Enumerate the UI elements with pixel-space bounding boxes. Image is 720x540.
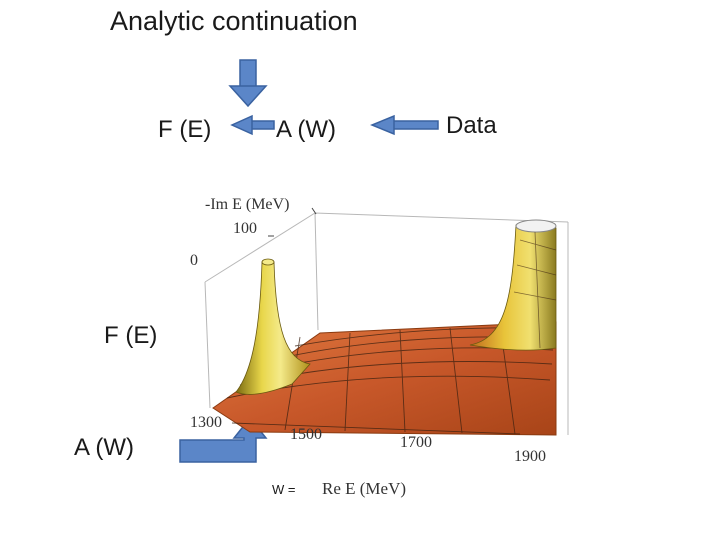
left-label-a-w: A (W) [74,434,134,461]
flow-label-data: Data [446,112,497,139]
x-tick-label: 1500 [290,426,322,443]
arrow-left-icon [370,114,439,136]
z-axis-ticks [268,207,317,237]
x-tick-label: 1300 [190,414,222,431]
flow-label-f-e: F (E) [158,116,212,143]
resonance-peak-left [235,261,311,395]
left-label-f-e: F (E) [104,322,158,349]
peak-left-top [261,258,275,266]
x-tick-label: 1900 [514,448,546,465]
flow-label-a-w: A (W) [276,116,336,143]
x-axis-label: Re E (MeV) [322,479,407,498]
z-tick-label: 100 [233,220,257,237]
x-tick-label: 1700 [400,434,432,451]
w-label: W = [272,482,296,497]
z-axis-label: -Im E (MeV) [205,196,290,213]
diagram-title: Analytic continuation [110,6,358,36]
z-tick-label: 0 [190,252,198,269]
wall-grid [513,231,557,349]
arrow-down-icon [228,59,268,108]
wall-right-top [515,219,557,233]
arrow-left-icon [230,114,275,136]
surface-floor [212,321,557,436]
